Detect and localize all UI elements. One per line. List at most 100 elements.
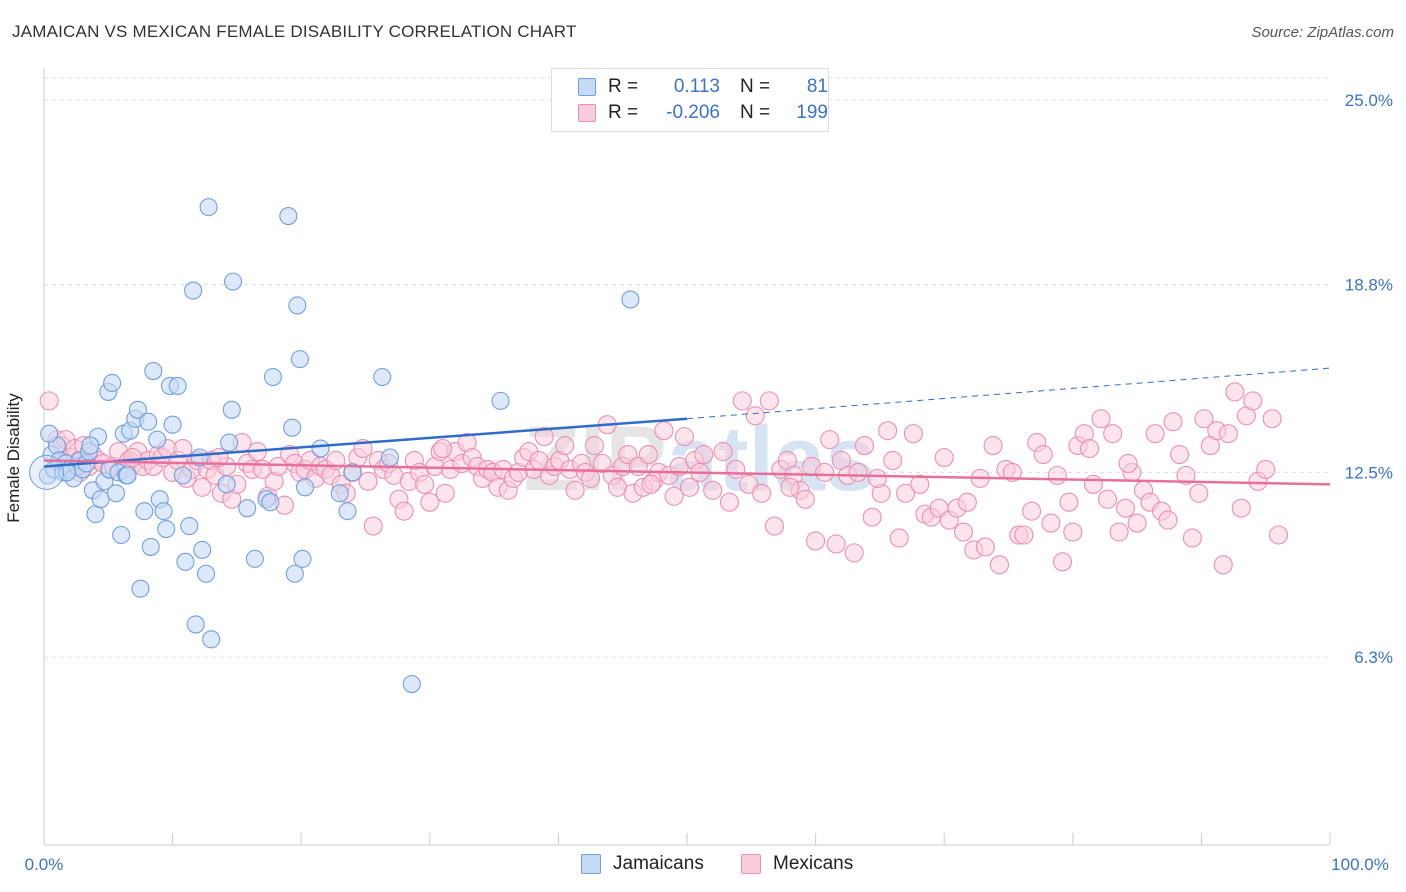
jamaican-point <box>373 367 392 387</box>
mexican-point <box>39 391 59 411</box>
mexican-point <box>1047 465 1067 485</box>
mexican-point <box>654 421 674 441</box>
mexican-point <box>1033 444 1053 465</box>
jamaican-point <box>491 391 510 410</box>
mexican-point <box>953 522 974 542</box>
jamaican-point <box>139 412 158 431</box>
legend-n-value: 199 <box>796 102 828 123</box>
jamaican-point <box>343 463 362 482</box>
mexican-point <box>896 483 916 503</box>
jamaican-point <box>293 549 312 568</box>
jamaican-point <box>288 296 307 315</box>
mexican-point <box>1182 528 1202 548</box>
mexican-point <box>1163 412 1183 432</box>
mexican-point <box>1145 424 1165 444</box>
jamaican-point <box>112 525 131 545</box>
jamaican-point <box>173 466 192 485</box>
jamaican-point <box>154 502 173 521</box>
jamaican-point <box>196 564 216 583</box>
mexican-point <box>1083 474 1103 494</box>
legend-n-value: 81 <box>806 76 828 97</box>
jamaican-point <box>402 674 421 694</box>
mexican-point <box>1002 462 1022 482</box>
legend-n-label: N = <box>740 76 771 97</box>
bottom-legend-jamaicans: Jamaicans <box>581 852 704 876</box>
mexican-point <box>1091 409 1111 429</box>
jamaican-point <box>380 448 399 467</box>
mexican-trend-line <box>43 459 1331 486</box>
jamaican-point <box>223 272 243 291</box>
mexican-point <box>713 441 733 462</box>
mexican-point <box>759 391 779 411</box>
jamaican-point <box>91 490 110 509</box>
mexican-point <box>1109 522 1129 542</box>
mexican-point <box>1115 498 1136 518</box>
mexican-point <box>903 424 923 444</box>
mexican-point <box>420 492 440 512</box>
mexican-point <box>780 477 800 497</box>
jamaican-point <box>222 400 241 419</box>
jamaican-points <box>29 198 640 694</box>
mexican-point <box>726 459 746 479</box>
legend-n-label: N = <box>740 102 771 123</box>
mexican-point <box>752 483 772 503</box>
jamaican-point <box>199 198 218 217</box>
chart-title: JAMAICAN VS MEXICAN FEMALE DISABILITY CO… <box>12 22 577 41</box>
mexican-point <box>1079 439 1100 459</box>
mexican-point <box>1052 552 1073 572</box>
mexican-point <box>1063 522 1083 542</box>
jamaican-point <box>148 430 167 449</box>
mexican-point <box>764 516 784 536</box>
x-tick-label: 0.0% <box>25 855 64 874</box>
jamaican-point <box>180 517 199 536</box>
mexican-point <box>1231 498 1251 518</box>
mexican-point <box>862 507 882 527</box>
mexican-point <box>1213 555 1233 575</box>
legend-r-label: R = <box>608 102 639 123</box>
mexican-point <box>957 492 977 512</box>
mexican-point <box>694 444 714 465</box>
mexican-point <box>795 489 815 509</box>
mexican-point <box>415 474 435 494</box>
legend-row-mexicans: R = -0.206 N = 199 <box>578 101 828 125</box>
jamaican-point <box>193 540 212 559</box>
jamaican-point-large <box>29 454 65 490</box>
mexican-point <box>883 450 903 471</box>
mexican-point <box>826 534 846 554</box>
jamaican-swatch <box>578 78 596 96</box>
mexican-point <box>565 480 585 500</box>
y-tick-label: 12.5% <box>1345 463 1393 482</box>
mexican-point <box>433 439 453 459</box>
jamaican-point <box>217 475 236 494</box>
mexican-point <box>1158 510 1178 530</box>
mexican-point <box>1059 492 1079 512</box>
trend-lines <box>43 367 1331 486</box>
mexican-point <box>435 483 455 503</box>
mexican-point <box>192 477 212 497</box>
jamaican-point <box>135 502 154 521</box>
mexican-point <box>867 468 887 488</box>
tick-labels: 6.3% 12.5% 18.8% 25.0% 0.0% 100.0% <box>25 91 1393 874</box>
mexican-point <box>854 436 875 456</box>
jamaican-point <box>202 630 221 649</box>
mexican-point <box>674 427 694 447</box>
mexican-point <box>1127 513 1147 533</box>
jamaican-point <box>81 436 100 455</box>
jamaican-point <box>190 448 209 467</box>
mexican-point <box>719 492 739 512</box>
mexican-point <box>1097 489 1118 509</box>
y-tick-label: 6.3% <box>1354 648 1393 667</box>
mexican-point <box>1014 525 1034 545</box>
bottom-legend-mexicans: Mexicans <box>741 852 853 876</box>
mexican-point <box>1218 424 1238 444</box>
mexican-point <box>534 427 554 447</box>
legend-r-label: R = <box>608 76 639 97</box>
jamaican-trend-line <box>43 417 688 468</box>
mexican-point <box>983 436 1003 456</box>
jamaican-point <box>245 549 264 568</box>
mexican-point <box>889 528 909 548</box>
jamaican-point <box>141 537 160 556</box>
jamaicans-label: Jamaicans <box>613 853 704 874</box>
jamaican-point <box>220 433 239 452</box>
